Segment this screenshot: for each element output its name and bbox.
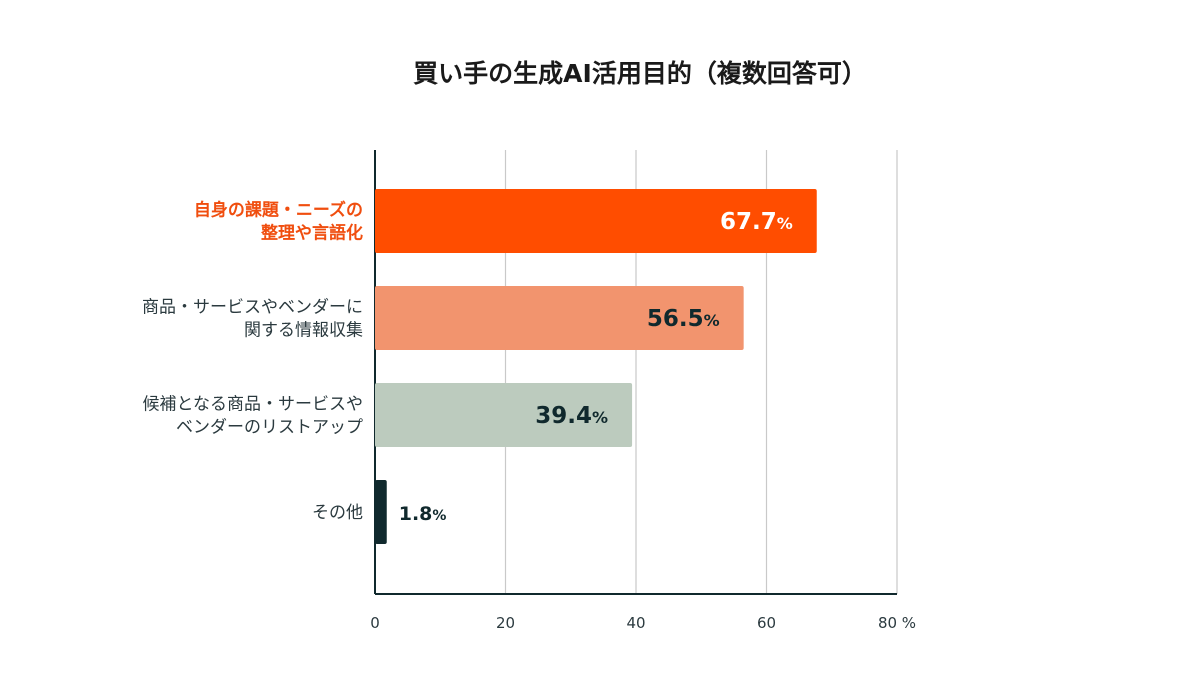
bar-3 [375,480,387,544]
category-label-line: 候補となる商品・サービスや [143,395,364,415]
category-label-2: 候補となる商品・サービスやベンダーのリストアップ [143,395,364,438]
x-tick-label-20: 20 [496,614,515,632]
category-label-line: ベンダーのリストアップ [176,418,363,438]
category-label-0: 自身の課題・ニーズの整理や言語化 [194,200,363,244]
category-label-line: 商品・サービスやベンダーに [142,298,363,318]
value-unit: % [592,408,608,427]
x-tick-label-80: 80 % [878,614,916,632]
value-labels: 67.7%56.5%39.4%1.8% [399,209,793,525]
value-number: 67.7 [720,209,777,235]
category-label-line: 自身の課題・ニーズの [194,200,363,221]
bar-1 [375,286,744,350]
value-unit: % [704,311,720,330]
value-label-1: 56.5% [647,306,720,332]
value-unit: % [432,508,446,524]
value-label-0: 67.7% [720,209,793,235]
value-number: 39.4 [535,403,592,429]
category-label-line: 整理や言語化 [261,223,363,244]
value-unit: % [777,214,793,233]
category-label-3: その他 [312,503,363,523]
bar-0 [375,189,817,253]
x-tick-label-40: 40 [626,614,645,632]
x-tick-label-0: 0 [370,614,380,632]
bar-2 [375,383,633,447]
value-number: 56.5 [647,306,704,332]
value-number: 1.8 [399,503,433,525]
value-label-3: 1.8% [399,503,447,525]
bars [375,189,817,544]
category-labels: 自身の課題・ニーズの整理や言語化商品・サービスやベンダーに関する情報収集候補とな… [142,200,363,524]
category-label-line: 関する情報収集 [244,321,363,341]
x-tick-label-60: 60 [757,614,776,632]
x-tick-labels: 0 20 40 60 80 % [370,614,916,632]
chart-title: 買い手の生成AI活用目的（複数回答可） [413,59,867,88]
value-label-2: 39.4% [535,403,608,429]
category-label-line: その他 [312,503,363,523]
category-label-1: 商品・サービスやベンダーに関する情報収集 [142,298,363,341]
